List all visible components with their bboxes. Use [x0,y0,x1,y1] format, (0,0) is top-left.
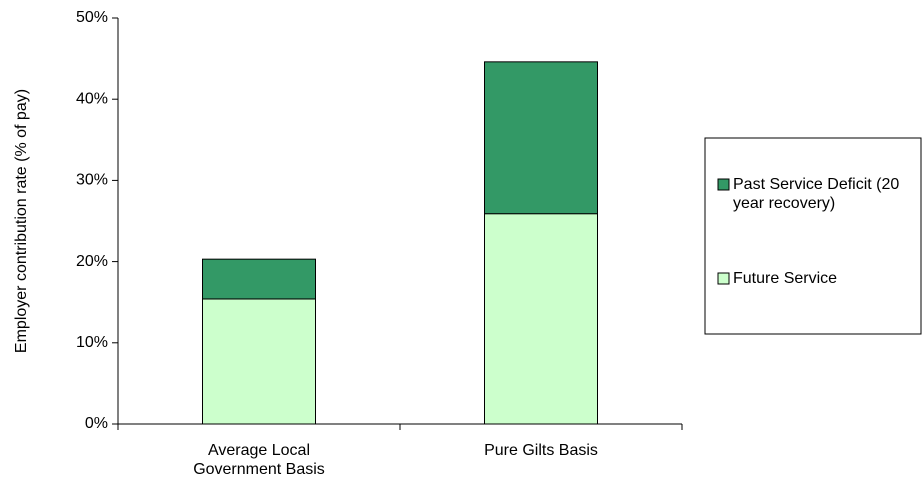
legend-swatch [717,178,730,191]
y-tick-label: 20% [76,253,108,270]
y-tick-label: 10% [76,334,108,351]
legend-label: Future Service [733,270,838,287]
bar-segment [484,61,598,215]
y-tick-label: 40% [76,90,108,107]
x-tick-label: Pure Gilts Basis [484,442,598,459]
legend-box [704,137,922,335]
legend-swatch [717,272,730,285]
bar-segment [202,258,316,300]
x-tick-label: Average Local Government Basis [193,442,325,478]
y-axis-label: Employer contribution rate (% of pay) [13,89,30,353]
y-tick-label: 0% [85,415,108,432]
y-tick-label: 30% [76,172,108,189]
legend-label: Past Service Deficit (20 year recovery) [733,176,900,212]
bar-segment [484,213,598,425]
bar-segment [202,298,316,425]
y-tick-label: 50% [76,9,108,26]
